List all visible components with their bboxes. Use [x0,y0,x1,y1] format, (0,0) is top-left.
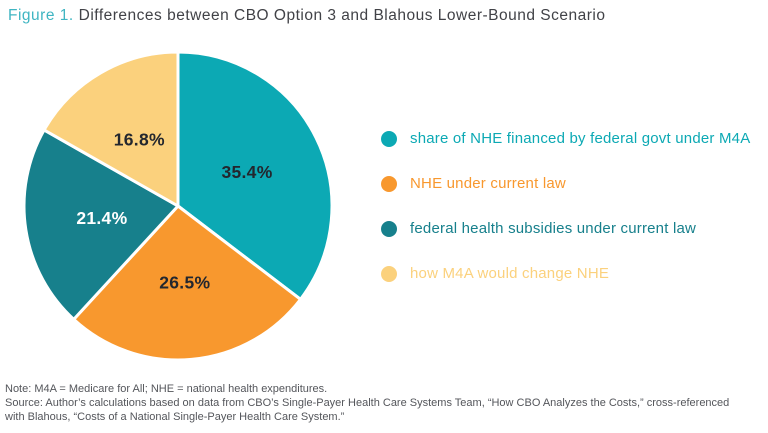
figure-title-text: Differences between CBO Option 3 and Bla… [78,7,606,24]
legend-dot-icon [381,220,397,237]
figure-label: Figure 1. [8,7,74,24]
pie-slice-1 [72,204,302,362]
legend-item-3: how M4A would change NHE [381,265,750,282]
pie-value-label-3: 16.8% [114,130,165,150]
legend-label: how M4A would change NHE [410,265,610,282]
legend-dot-icon [381,265,397,282]
pie-value-label-1: 26.5% [159,273,210,293]
legend-dot-icon [381,175,397,192]
pie-value-label-2: 21.4% [76,208,127,228]
figure-title: Figure 1. Differences between CBO Option … [8,7,605,25]
pie-slice-0 [176,50,334,301]
legend-label: share of NHE financed by federal govt un… [410,130,751,147]
legend-item-2: federal health subsidies under current l… [381,220,750,237]
legend-item-1: NHE under current law [381,175,750,192]
source-text: Source: Author’s calculations based on d… [5,397,730,423]
note-text: Note: M4A = Medicare for All; NHE = nati… [5,383,328,395]
chart-legend: share of NHE financed by federal govt un… [381,130,750,282]
legend-item-0: share of NHE financed by federal govt un… [381,130,750,147]
legend-label: federal health subsidies under current l… [410,220,697,237]
pie-value-label-0: 35.4% [221,162,272,182]
figure-notes: Note: M4A = Medicare for All; NHE = nati… [5,382,740,424]
legend-label: NHE under current law [410,175,566,192]
pie-slice-2 [22,128,180,321]
pie-slice-3 [42,50,180,208]
legend-dot-icon [381,130,397,147]
